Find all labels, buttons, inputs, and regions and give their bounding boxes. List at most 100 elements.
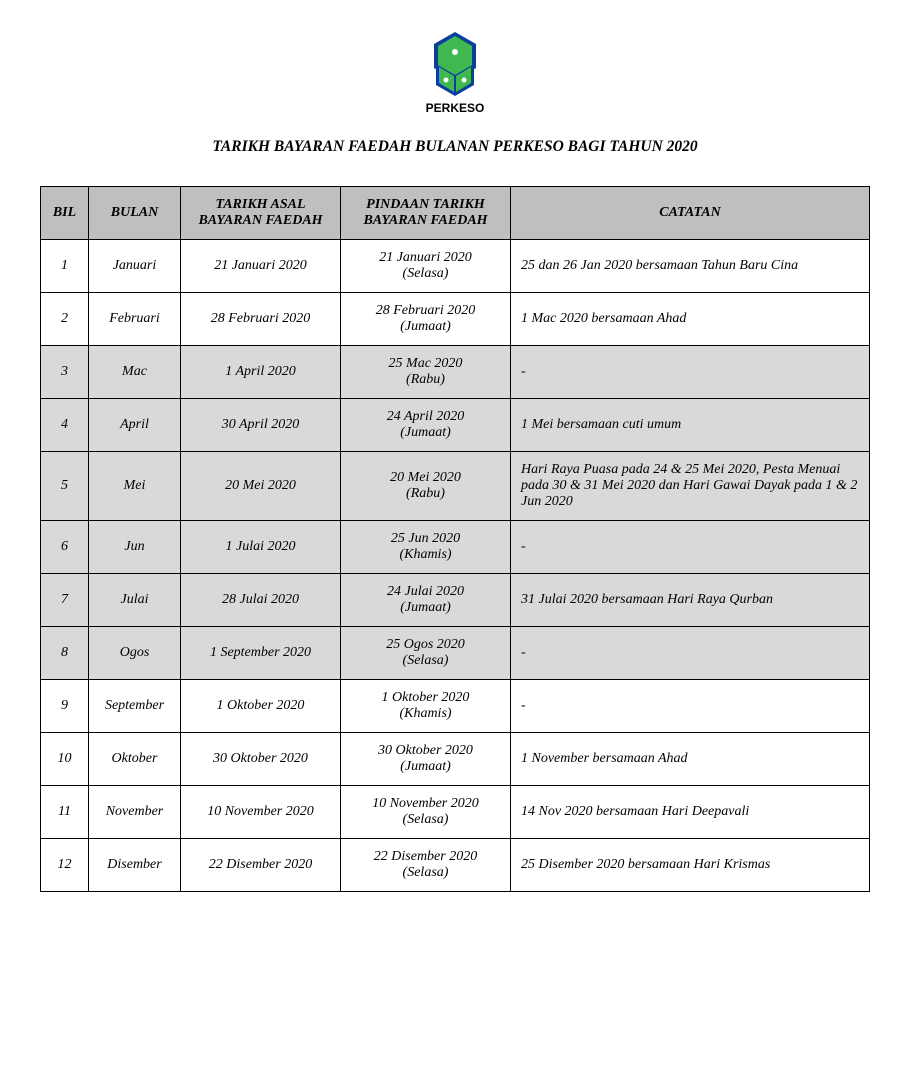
cell-tarikh-asal: 20 Mei 2020 (181, 452, 341, 521)
cell-tarikh-asal: 30 April 2020 (181, 399, 341, 452)
pindaan-date: 25 Mac 2020 (389, 356, 463, 371)
pindaan-day: (Jumaat) (349, 600, 502, 616)
cell-bil: 2 (41, 293, 89, 346)
table-row: 8Ogos1 September 202025 Ogos 2020(Selasa… (41, 627, 870, 680)
cell-pindaan: 28 Februari 2020(Jumaat) (341, 293, 511, 346)
pindaan-day: (Khamis) (349, 547, 502, 563)
cell-tarikh-asal: 1 Julai 2020 (181, 521, 341, 574)
cell-pindaan: 30 Oktober 2020(Jumaat) (341, 733, 511, 786)
pindaan-date: 25 Jun 2020 (391, 531, 460, 546)
cell-tarikh-asal: 10 November 2020 (181, 786, 341, 839)
pindaan-date: 10 November 2020 (372, 796, 479, 811)
cell-catatan: Hari Raya Puasa pada 24 & 25 Mei 2020, P… (511, 452, 870, 521)
cell-catatan: - (511, 521, 870, 574)
pindaan-date: 22 Disember 2020 (374, 849, 477, 864)
pindaan-date: 24 April 2020 (387, 409, 465, 424)
cell-catatan: 1 November bersamaan Ahad (511, 733, 870, 786)
logo-text: PERKESO (426, 101, 485, 115)
cell-bulan: Mei (89, 452, 181, 521)
pindaan-day: (Selasa) (349, 812, 502, 828)
pindaan-date: 25 Ogos 2020 (386, 637, 465, 652)
page-title: TARIKH BAYARAN FAEDAH BULANAN PERKESO BA… (40, 138, 870, 156)
cell-catatan: 25 dan 26 Jan 2020 bersamaan Tahun Baru … (511, 240, 870, 293)
cell-bulan: Jun (89, 521, 181, 574)
cell-tarikh-asal: 1 April 2020 (181, 346, 341, 399)
cell-bil: 3 (41, 346, 89, 399)
table-row: 11November10 November 202010 November 20… (41, 786, 870, 839)
cell-bil: 7 (41, 574, 89, 627)
cell-bil: 10 (41, 733, 89, 786)
cell-bil: 4 (41, 399, 89, 452)
cell-bulan: September (89, 680, 181, 733)
table-row: 10Oktober 30 Oktober 202030 Oktober 2020(… (41, 733, 870, 786)
pindaan-date: 30 Oktober 2020 (378, 743, 473, 758)
cell-tarikh-asal: 1 September 2020 (181, 627, 341, 680)
table-row: 7Julai28 Julai 202024 Julai 2020(Jumaat)… (41, 574, 870, 627)
table-row: 2Februari28 Februari 202028 Februari 202… (41, 293, 870, 346)
table-row: 12Disember 22 Disember 202022 Disember 20… (41, 839, 870, 892)
pindaan-day: (Selasa) (349, 266, 502, 282)
cell-bil: 12 (41, 839, 89, 892)
cell-bulan: November (89, 786, 181, 839)
cell-bulan: Disember (89, 839, 181, 892)
pindaan-day: (Khamis) (349, 706, 502, 722)
pindaan-day: (Jumaat) (349, 425, 502, 441)
pindaan-day: (Rabu) (349, 486, 502, 502)
cell-bil: 9 (41, 680, 89, 733)
cell-bulan: Januari (89, 240, 181, 293)
pindaan-date: 24 Julai 2020 (387, 584, 464, 599)
col-catatan: CATATAN (511, 187, 870, 240)
cell-catatan: 14 Nov 2020 bersamaan Hari Deepavali (511, 786, 870, 839)
cell-bil: 11 (41, 786, 89, 839)
cell-pindaan: 25 Jun 2020(Khamis) (341, 521, 511, 574)
cell-bil: 6 (41, 521, 89, 574)
cell-tarikh-asal: 28 Julai 2020 (181, 574, 341, 627)
col-bil: BIL (41, 187, 89, 240)
cell-pindaan: 25 Mac 2020(Rabu) (341, 346, 511, 399)
pindaan-day: (Jumaat) (349, 319, 502, 335)
pindaan-date: 1 Oktober 2020 (382, 690, 470, 705)
cell-bulan: Ogos (89, 627, 181, 680)
pindaan-day: (Selasa) (349, 865, 502, 881)
col-bulan: BULAN (89, 187, 181, 240)
cell-tarikh-asal: 1 Oktober 2020 (181, 680, 341, 733)
pindaan-day: (Rabu) (349, 372, 502, 388)
cell-catatan: 1 Mei bersamaan cuti umum (511, 399, 870, 452)
cell-pindaan: 21 Januari 2020(Selasa) (341, 240, 511, 293)
cell-pindaan: 24 April 2020(Jumaat) (341, 399, 511, 452)
perkeso-logo-icon: PERKESO (410, 30, 500, 115)
cell-bulan: April (89, 399, 181, 452)
pindaan-date: 28 Februari 2020 (376, 303, 476, 318)
pindaan-date: 21 Januari 2020 (379, 250, 472, 265)
cell-bulan: Oktober (89, 733, 181, 786)
cell-pindaan: 20 Mei 2020(Rabu) (341, 452, 511, 521)
cell-tarikh-asal: 21 Januari 2020 (181, 240, 341, 293)
col-pindaan: PINDAAN TARIKH BAYARAN FAEDAH (341, 187, 511, 240)
cell-pindaan: 25 Ogos 2020(Selasa) (341, 627, 511, 680)
cell-catatan: 31 Julai 2020 bersamaan Hari Raya Qurban (511, 574, 870, 627)
cell-pindaan: 22 Disember 2020(Selasa) (341, 839, 511, 892)
cell-bulan: Mac (89, 346, 181, 399)
cell-bil: 8 (41, 627, 89, 680)
cell-bulan: Februari (89, 293, 181, 346)
logo: PERKESO (40, 30, 870, 120)
cell-pindaan: 10 November 2020(Selasa) (341, 786, 511, 839)
cell-catatan: 25 Disember 2020 bersamaan Hari Krismas (511, 839, 870, 892)
pindaan-date: 20 Mei 2020 (390, 470, 461, 485)
cell-catatan: - (511, 680, 870, 733)
table-row: 1Januari21 Januari 202021 Januari 2020(S… (41, 240, 870, 293)
table-row: 9September1 Oktober 20201 Oktober 2020(K… (41, 680, 870, 733)
pindaan-day: (Selasa) (349, 653, 502, 669)
cell-catatan: - (511, 627, 870, 680)
table-header-row: BIL BULAN TARIKH ASAL BAYARAN FAEDAH PIN… (41, 187, 870, 240)
cell-bil: 5 (41, 452, 89, 521)
cell-bil: 1 (41, 240, 89, 293)
cell-catatan: 1 Mac 2020 bersamaan Ahad (511, 293, 870, 346)
col-asal: TARIKH ASAL BAYARAN FAEDAH (181, 187, 341, 240)
table-row: 6Jun1 Julai 202025 Jun 2020(Khamis)- (41, 521, 870, 574)
cell-catatan: - (511, 346, 870, 399)
table-row: 4April30 April 202024 April 2020(Jumaat)… (41, 399, 870, 452)
cell-tarikh-asal: 28 Februari 2020 (181, 293, 341, 346)
payment-schedule-table: BIL BULAN TARIKH ASAL BAYARAN FAEDAH PIN… (40, 186, 870, 892)
table-row: 3Mac1 April 202025 Mac 2020(Rabu)- (41, 346, 870, 399)
